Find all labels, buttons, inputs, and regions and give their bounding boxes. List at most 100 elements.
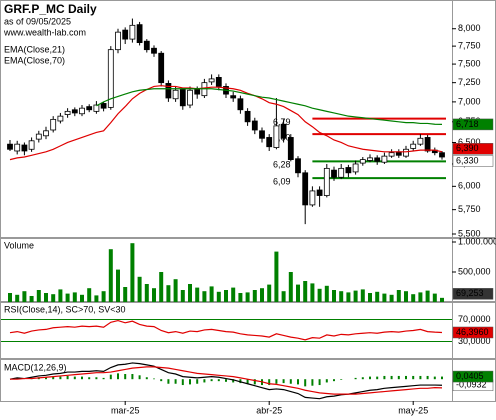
- volume-bar: [224, 290, 228, 302]
- badge-label: 69,253: [456, 288, 484, 298]
- candle-body: [309, 190, 316, 206]
- histogram-bar: [52, 376, 55, 380]
- volume-bar: [238, 293, 243, 302]
- y-tick-label: 5,750: [458, 204, 481, 214]
- y-tick-label: 7,250: [458, 77, 481, 87]
- histogram-bar: [88, 377, 91, 380]
- candle-body: [165, 83, 172, 99]
- legend-entry: EMA(Close,70): [4, 55, 65, 65]
- candle-body: [439, 152, 445, 158]
- level-label: 6,28: [273, 160, 291, 170]
- histogram-bar: [167, 379, 170, 384]
- candle-body: [151, 47, 157, 54]
- candle-body: [122, 29, 129, 40]
- histogram-bar: [325, 379, 328, 383]
- volume-bar: [396, 290, 401, 302]
- candle-body: [388, 152, 395, 157]
- volume-bar: [260, 288, 264, 302]
- volume-bar: [296, 284, 300, 302]
- volume-bar: [123, 287, 128, 302]
- volume-bar: [65, 293, 70, 302]
- histogram-bar: [160, 379, 163, 382]
- volume-bar: [432, 293, 437, 302]
- candle-body: [179, 89, 186, 107]
- histogram-bar: [174, 379, 177, 384]
- level-label: 6,09: [273, 177, 291, 187]
- badge-label: 6,718: [456, 119, 479, 129]
- candle-body: [352, 163, 359, 173]
- candle-body: [424, 137, 431, 152]
- candle-body: [359, 159, 366, 164]
- candle-body: [345, 167, 352, 174]
- histogram-bar: [45, 377, 47, 380]
- histogram-bar: [117, 373, 119, 380]
- volume-bar: [173, 279, 178, 302]
- histogram-bar: [297, 379, 299, 385]
- histogram-bar: [138, 375, 141, 380]
- histogram-bar: [376, 376, 379, 380]
- volume-bar: [58, 289, 63, 302]
- candle-body: [100, 103, 107, 109]
- volume-bar: [29, 296, 34, 302]
- volume-bar: [281, 291, 286, 302]
- value-badge: [452, 326, 494, 339]
- candle-body: [115, 31, 121, 51]
- candle-body: [208, 78, 215, 83]
- candle-body: [287, 137, 294, 161]
- value-badge: [452, 155, 494, 167]
- volume-bar: [252, 290, 257, 302]
- candle-body: [107, 49, 114, 108]
- volume-bar: [101, 291, 106, 302]
- histogram-bar: [16, 377, 19, 380]
- volume-bar: [418, 292, 423, 302]
- histogram-bar: [189, 379, 191, 385]
- volume-bar: [152, 288, 156, 302]
- candle-body: [323, 167, 330, 196]
- volume-bar: [245, 292, 250, 302]
- candle-body: [143, 40, 150, 51]
- histogram-bar: [246, 379, 249, 384]
- y-tick-label: 7,000: [458, 96, 481, 106]
- histogram-bar: [412, 375, 415, 380]
- candle-body: [57, 115, 64, 122]
- candle-body: [64, 110, 71, 115]
- candle-body: [266, 137, 273, 148]
- volume-bar: [137, 276, 142, 302]
- candle-body: [367, 157, 373, 161]
- histogram-bar: [441, 376, 443, 380]
- histogram-bar: [81, 376, 83, 380]
- histogram-bar: [73, 376, 76, 380]
- histogram-bar: [95, 377, 98, 380]
- histogram-bar: [181, 379, 184, 386]
- histogram-bar: [340, 379, 343, 380]
- volume-bar: [80, 294, 84, 302]
- badge-label: 6,330: [456, 155, 479, 165]
- pane-title: MACD(12,26,9): [4, 362, 67, 372]
- candle-body: [410, 143, 417, 149]
- y-tick-label: 5,500: [458, 228, 481, 238]
- candle-body: [237, 98, 244, 111]
- histogram-bar: [217, 379, 220, 382]
- pane-title: Volume: [4, 240, 34, 250]
- candle-body: [7, 143, 13, 150]
- histogram-bar: [225, 379, 227, 382]
- candle-body: [417, 137, 424, 145]
- candle-body: [172, 89, 179, 100]
- candle-body: [244, 110, 251, 123]
- value-badge: [452, 143, 494, 155]
- volume-bar: [425, 290, 430, 302]
- histogram-bar: [369, 376, 371, 380]
- candle-body: [79, 107, 85, 115]
- volume-bar: [144, 284, 149, 302]
- histogram-bar: [268, 379, 271, 386]
- candle-body: [259, 130, 265, 139]
- candle-body: [302, 172, 309, 206]
- line: [9, 319, 443, 341]
- x-tick-label: mar-25: [111, 405, 140, 415]
- volume-bar: [411, 294, 416, 302]
- volume-bar: [180, 290, 185, 302]
- x-tick-label: abr-25: [256, 405, 282, 415]
- candle-body: [295, 158, 301, 174]
- candle-body: [273, 125, 280, 148]
- volume-frame: [0, 238, 496, 302]
